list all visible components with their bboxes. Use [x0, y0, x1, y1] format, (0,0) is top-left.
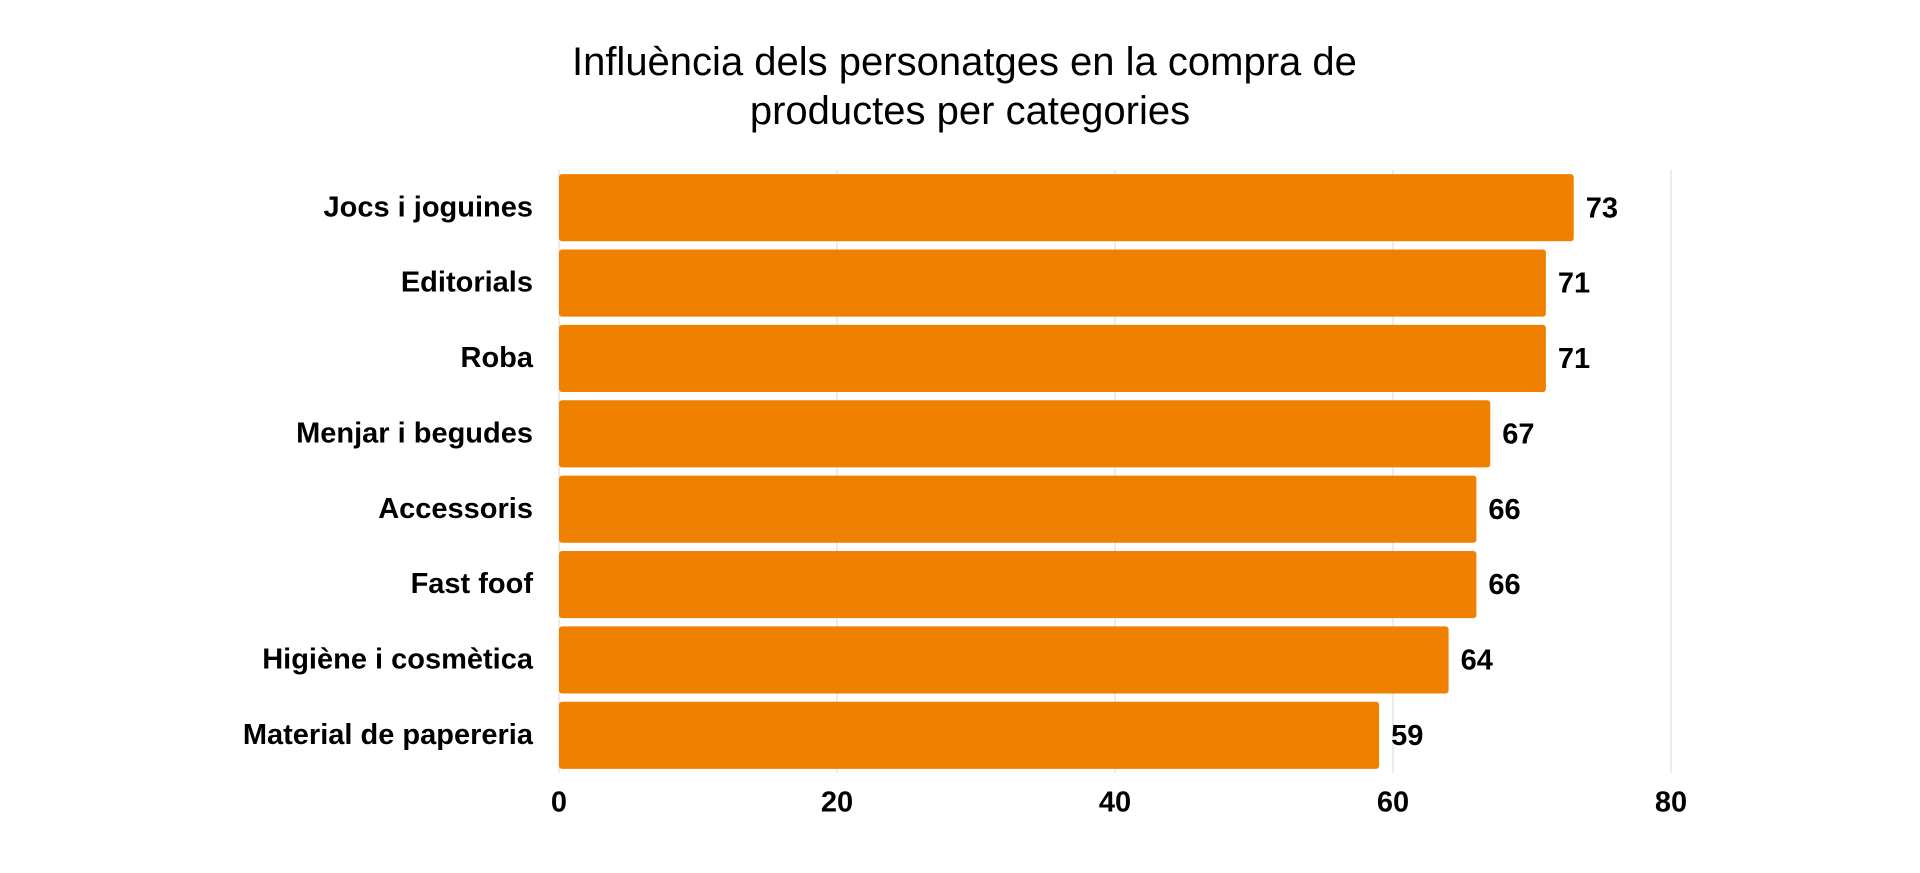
data-label: 71 — [1558, 343, 1590, 375]
x-tick-label: 40 — [1099, 787, 1131, 819]
y-tick-label: Menjar i begudes — [296, 417, 533, 449]
y-tick-label: Material de papereria — [243, 719, 534, 751]
y-tick-label: Fast foof — [411, 568, 534, 600]
data-label: 64 — [1461, 645, 1493, 677]
bar — [559, 475, 1477, 543]
bar — [559, 626, 1449, 694]
data-label: 66 — [1488, 569, 1520, 601]
y-tick-label: Roba — [461, 342, 534, 374]
y-tick-label: Higiène i cosmètica — [262, 644, 534, 676]
data-label: 71 — [1558, 268, 1590, 300]
data-label: 66 — [1488, 494, 1520, 526]
bar — [559, 400, 1491, 468]
x-tick-label: 60 — [1377, 787, 1409, 819]
x-tick-label: 80 — [1655, 787, 1687, 819]
data-label: 73 — [1586, 192, 1618, 224]
bar — [559, 551, 1477, 619]
bar — [559, 249, 1546, 317]
bar — [559, 701, 1380, 769]
y-tick-label: Accessoris — [378, 493, 533, 525]
bar — [559, 174, 1574, 242]
x-tick-label: 0 — [551, 787, 567, 819]
x-tick-label: 20 — [821, 787, 853, 819]
chart-title: Influència dels personatges en la compra… — [572, 40, 1368, 133]
data-label: 59 — [1391, 720, 1423, 752]
chart-title-line: Influència dels personatges en la compra… — [572, 40, 1357, 84]
chart-title-line: productes per categories — [750, 89, 1190, 133]
y-tick-label: Editorials — [401, 267, 533, 299]
data-label: 67 — [1502, 418, 1534, 450]
bar — [559, 324, 1546, 392]
y-tick-label: Jocs i joguines — [324, 191, 534, 223]
